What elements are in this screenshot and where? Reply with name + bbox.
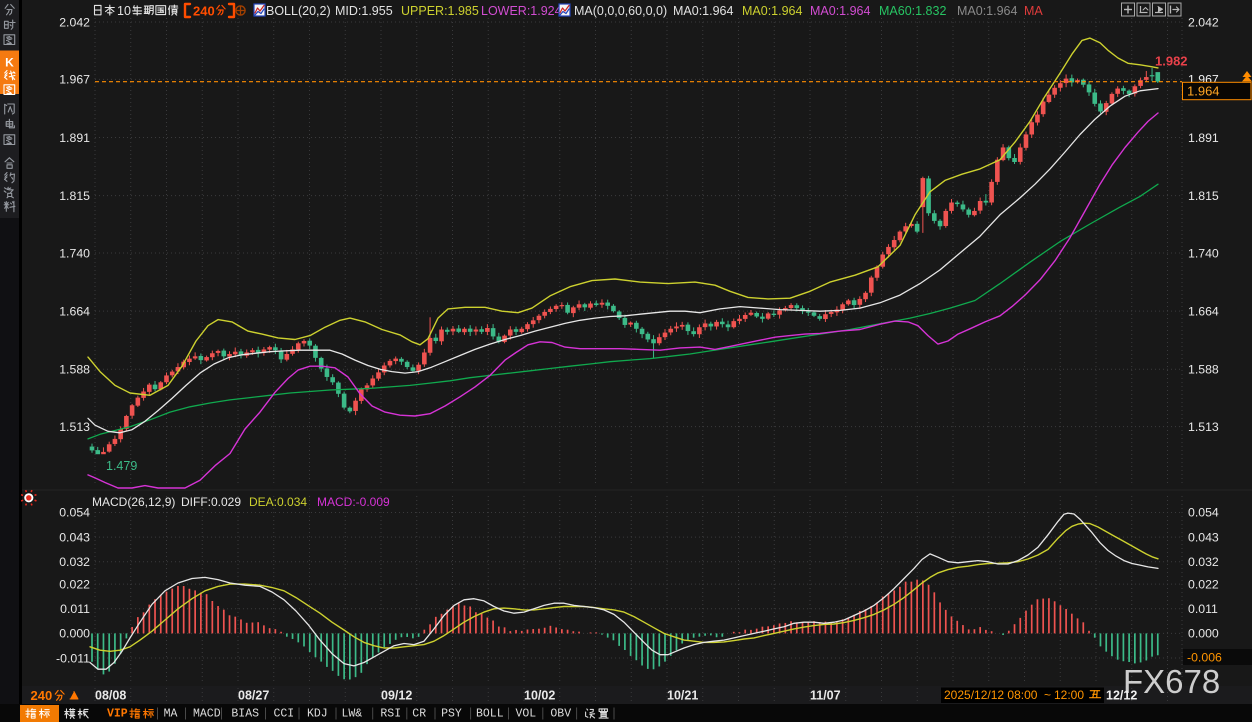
svg-text:09/12: 09/12 [381, 689, 412, 703]
svg-text:RSI: RSI [380, 708, 401, 721]
svg-text:MACD(26,12,9): MACD(26,12,9) [92, 495, 175, 509]
svg-text:1.891: 1.891 [1188, 131, 1219, 145]
svg-text:0.043: 0.043 [1188, 530, 1219, 544]
svg-text:1.513: 1.513 [59, 420, 90, 434]
svg-text:FX678: FX678 [1123, 663, 1220, 700]
svg-text:10: 10 [117, 4, 131, 18]
svg-text:240: 240 [193, 4, 215, 19]
svg-text:MA: MA [164, 708, 178, 721]
svg-text:0.043: 0.043 [59, 530, 90, 544]
svg-text:MA0:1.964: MA0:1.964 [673, 4, 734, 18]
svg-text:MA0:1.964: MA0:1.964 [742, 4, 803, 18]
svg-text:MA0:1.964: MA0:1.964 [957, 4, 1018, 18]
svg-text:0.011: 0.011 [1188, 602, 1218, 616]
svg-text:1.479: 1.479 [106, 459, 137, 473]
svg-text:12/12: 12/12 [1106, 689, 1137, 703]
svg-text:0.022: 0.022 [59, 577, 90, 591]
svg-text:0.022: 0.022 [1188, 577, 1219, 591]
svg-text:-0.006: -0.006 [1187, 651, 1222, 665]
svg-text:2.042: 2.042 [1188, 15, 1219, 29]
svg-text:MA: MA [1024, 4, 1043, 18]
svg-text:K: K [5, 56, 14, 70]
svg-text:DEA:0.034: DEA:0.034 [249, 495, 307, 509]
svg-text:BIAS: BIAS [231, 708, 259, 721]
svg-text:0.054: 0.054 [1188, 506, 1219, 520]
svg-text:MACD: MACD [193, 708, 221, 721]
svg-text:VOL: VOL [516, 708, 537, 721]
svg-text:BOLL: BOLL [476, 708, 504, 721]
svg-text:0.032: 0.032 [1188, 555, 1219, 569]
svg-text:12:00: 12:00 [1054, 688, 1084, 702]
svg-text:CR: CR [412, 708, 426, 721]
svg-text:1.740: 1.740 [1188, 246, 1219, 260]
svg-text:MACD:-0.009: MACD:-0.009 [317, 495, 390, 509]
svg-text:LOWER:1.924: LOWER:1.924 [481, 4, 562, 18]
svg-text:1.967: 1.967 [59, 73, 90, 87]
svg-text:10/02: 10/02 [524, 689, 555, 703]
svg-text:1.588: 1.588 [59, 363, 90, 377]
svg-text:08/27: 08/27 [238, 689, 269, 703]
svg-text:CCI: CCI [274, 708, 295, 721]
svg-text:MA0:1.964: MA0:1.964 [810, 4, 871, 18]
svg-text:UPPER:1.985: UPPER:1.985 [401, 4, 479, 18]
svg-text:VIP: VIP [107, 708, 128, 721]
svg-text:-0.011: -0.011 [56, 651, 90, 665]
svg-text:2025/12/12 08:00: 2025/12/12 08:00 [944, 688, 1038, 702]
svg-text:0.000: 0.000 [59, 627, 90, 641]
svg-text:1.815: 1.815 [59, 189, 90, 203]
svg-text:MA(0,0,0,60,0,0): MA(0,0,0,60,0,0) [574, 4, 667, 18]
svg-text:08/08: 08/08 [95, 689, 126, 703]
svg-text:11/07: 11/07 [810, 689, 841, 703]
svg-text:BOLL(20,2): BOLL(20,2) [266, 4, 331, 18]
svg-text:OBV: OBV [550, 708, 571, 721]
svg-text:~: ~ [1044, 688, 1051, 702]
svg-text:1.588: 1.588 [1188, 363, 1219, 377]
svg-text:0.000: 0.000 [1188, 627, 1219, 641]
svg-text:MID:1.955: MID:1.955 [335, 4, 393, 18]
svg-text:1.964: 1.964 [1187, 84, 1220, 99]
svg-text:0.054: 0.054 [59, 506, 90, 520]
svg-text:1.815: 1.815 [1188, 189, 1219, 203]
svg-text:240: 240 [31, 688, 53, 703]
svg-text:1.740: 1.740 [59, 246, 90, 260]
svg-text:KDJ: KDJ [307, 708, 328, 721]
svg-text:LW&: LW& [342, 708, 363, 721]
svg-text:MA60:1.832: MA60:1.832 [879, 4, 946, 18]
svg-text:1.513: 1.513 [1188, 420, 1219, 434]
svg-text:1.891: 1.891 [59, 131, 90, 145]
svg-text:DIFF:0.029: DIFF:0.029 [181, 495, 241, 509]
svg-text:1.982: 1.982 [1155, 54, 1188, 69]
svg-text:1.664: 1.664 [59, 304, 90, 318]
svg-text:2.042: 2.042 [59, 15, 90, 29]
svg-text:10/21: 10/21 [667, 689, 698, 703]
svg-text:0.032: 0.032 [59, 555, 90, 569]
svg-text:PSY: PSY [441, 708, 462, 721]
svg-text:1.664: 1.664 [1188, 304, 1219, 318]
svg-text:0.011: 0.011 [60, 602, 90, 616]
